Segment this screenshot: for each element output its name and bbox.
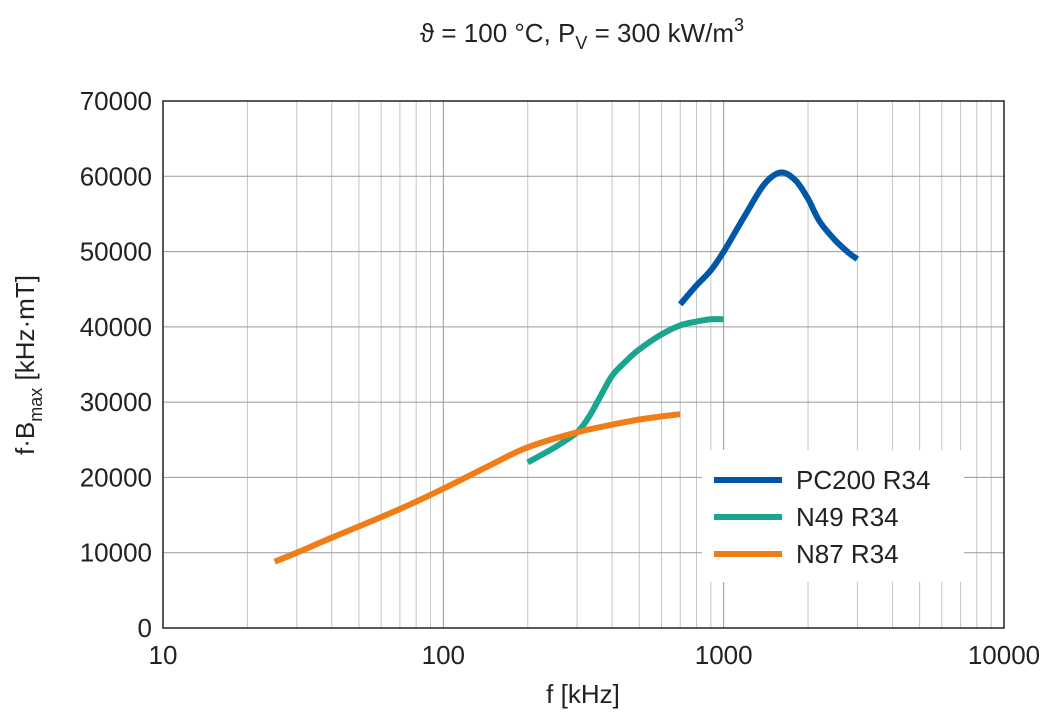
theta-symbol: ϑ	[420, 18, 435, 48]
title-power: = 300 kW/m	[587, 18, 734, 48]
title-subscript: V	[575, 33, 587, 53]
title-superscript: 3	[734, 15, 744, 35]
y-tick-label: 30000	[80, 387, 152, 417]
plot-frame	[162, 100, 1005, 629]
x-tick-label: 10000	[968, 640, 1040, 670]
legend-label-n49-r34: N49 R34	[796, 502, 899, 532]
title-temperature: = 100 °C, P	[434, 18, 575, 48]
y-axis-title-unit: [kHz·mT]	[10, 275, 40, 388]
y-tick-label: 50000	[80, 237, 152, 267]
y-tick-label: 40000	[80, 312, 152, 342]
legend: PC200 R34 N49 R34 N87 R34	[702, 450, 964, 582]
y-axis-title-subscript: max	[26, 388, 46, 422]
y-axis-title-main: f·B	[10, 422, 40, 455]
series-line-pc200-r34	[677, 169, 860, 307]
x-tick-label: 10	[149, 640, 178, 670]
legend-label-pc200-r34: PC200 R34	[796, 465, 930, 495]
y-tick-label: 0	[138, 613, 152, 643]
y-tick-label: 60000	[80, 161, 152, 191]
series-layer	[273, 169, 860, 565]
series-line-n87-r34	[273, 411, 681, 565]
x-tick-labels: 10 100 1000 10000	[149, 640, 1041, 670]
legend-label-n87-r34: N87 R34	[796, 539, 899, 569]
y-tick-labels: 0 10000 20000 30000 40000 50000 60000 70000	[80, 86, 152, 643]
chart-title: ϑ = 100 °C, PV = 300 kW/m3	[420, 15, 744, 53]
y-axis-title: f·Bmax [kHz·mT]	[10, 275, 46, 455]
y-tick-label: 20000	[80, 462, 152, 492]
x-tick-label: 100	[422, 640, 465, 670]
y-tick-label: 70000	[80, 86, 152, 116]
series-line-n49-r34	[526, 316, 724, 466]
y-tick-label: 10000	[80, 538, 152, 568]
x-axis-title: f [kHz]	[546, 679, 620, 709]
x-tick-label: 1000	[695, 640, 753, 670]
